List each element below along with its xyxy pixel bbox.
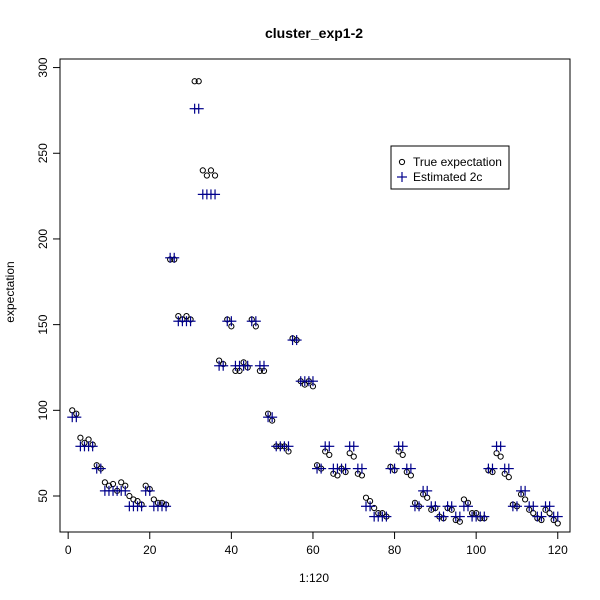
estimated-2c-point: [463, 501, 473, 512]
estimated-2c-point: [365, 501, 376, 512]
true-expectation-point: [203, 172, 210, 179]
estimated-2c-point: [316, 463, 327, 474]
true-expectation-point: [371, 504, 378, 512]
y-axis: 50 100 150 200 250 300: [36, 57, 61, 503]
estimated-2c-point: [169, 252, 180, 263]
estimated-2c-point: [356, 463, 367, 474]
estimated-2c-point: [242, 360, 253, 371]
y-tick-label: 200: [36, 229, 50, 249]
true-expectation-point: [399, 451, 406, 458]
estimated-2c-point: [479, 511, 490, 522]
y-tick-label: 250: [36, 143, 50, 163]
series-estimated-2c: [67, 103, 563, 522]
x-axis: 0 20 40 60 80 100 120: [65, 531, 568, 557]
estimated-2c-point: [210, 189, 221, 200]
estimated-2c-point: [283, 441, 294, 452]
true-expectation-point: [211, 172, 219, 179]
true-expectation-point: [554, 520, 561, 527]
y-tick-label: 100: [36, 400, 50, 420]
true-expectation-point: [530, 510, 537, 517]
true-expectation-point: [497, 453, 504, 460]
estimated-2c-point: [120, 485, 131, 496]
y-axis-label: expectation: [3, 261, 17, 322]
estimated-2c-point: [226, 316, 237, 327]
true-expectation-point: [191, 78, 198, 85]
estimated-2c-point: [218, 360, 229, 371]
true-expectation-point: [101, 479, 108, 486]
estimated-2c-point: [250, 316, 261, 327]
estimated-2c-point: [430, 501, 441, 512]
estimated-2c-point: [185, 316, 196, 327]
estimated-2c-point: [397, 441, 408, 452]
true-expectation-point: [85, 436, 92, 443]
true-expectation-point: [199, 167, 206, 174]
true-expectation-point: [350, 453, 357, 460]
estimated-2c-point: [348, 441, 359, 452]
estimated-2c-point: [144, 485, 155, 496]
series-layer: [67, 78, 563, 527]
estimated-2c-point: [422, 485, 433, 496]
estimated-2c-point: [381, 511, 392, 522]
chart-title: cluster_exp1-2: [265, 25, 363, 41]
estimated-2c-point: [324, 441, 335, 452]
estimated-2c-point: [136, 501, 147, 512]
y-tick-label: 50: [36, 489, 50, 503]
x-tick-label: 60: [306, 543, 320, 557]
estimated-2c-point: [307, 376, 318, 387]
estimated-2c-point: [552, 511, 563, 522]
estimated-2c-point: [291, 335, 302, 346]
estimated-2c-point: [405, 463, 416, 474]
estimated-2c-point: [71, 412, 82, 423]
estimated-2c-point: [520, 485, 531, 496]
estimated-2c-point: [193, 103, 204, 114]
true-expectation-point: [546, 510, 553, 517]
true-expectation-point: [505, 474, 512, 481]
x-tick-label: 80: [388, 543, 402, 557]
estimated-2c-point: [414, 501, 425, 512]
legend-plus-marker: [397, 172, 407, 182]
estimated-2c-point: [536, 511, 547, 522]
estimated-2c-point: [95, 463, 106, 474]
true-expectation-point: [118, 479, 125, 486]
true-expectation-point: [126, 492, 133, 500]
estimated-2c-point: [161, 501, 172, 512]
true-expectation-point: [424, 494, 431, 501]
estimated-2c-point: [267, 412, 278, 423]
x-axis-label: 1:120: [299, 571, 329, 585]
legend-box: [390, 145, 510, 190]
estimated-2c-point: [495, 441, 506, 452]
estimated-2c-point: [454, 511, 465, 522]
x-tick-label: 0: [65, 543, 72, 557]
estimated-2c-point: [446, 501, 457, 512]
estimated-2c-point: [340, 463, 351, 474]
x-tick-label: 100: [466, 543, 486, 557]
estimated-2c-point: [259, 360, 269, 371]
legend-label: Estimated 2c: [413, 170, 482, 184]
y-tick-label: 300: [36, 57, 50, 77]
true-expectation-point: [407, 472, 414, 479]
true-expectation-point: [362, 494, 370, 501]
estimated-2c-point: [87, 441, 98, 452]
true-expectation-point: [207, 167, 215, 174]
estimated-2c-point: [528, 501, 539, 512]
x-tick-label: 20: [143, 543, 157, 557]
legend-label: True expectation: [413, 155, 502, 169]
plot-frame: [59, 58, 571, 533]
estimated-2c-point: [438, 511, 449, 522]
legend-circle-marker: [398, 158, 406, 166]
true-expectation-point: [326, 451, 333, 458]
true-expectation-point: [522, 496, 529, 503]
true-expectation-point: [195, 78, 202, 85]
x-tick-label: 40: [225, 543, 239, 557]
estimated-2c-point: [503, 463, 514, 474]
x-tick-label: 120: [548, 543, 568, 557]
estimated-2c-point: [511, 501, 522, 512]
estimated-2c-point: [487, 463, 498, 474]
y-tick-label: 150: [36, 314, 50, 334]
true-expectation-point: [77, 434, 84, 441]
estimated-2c-point: [389, 463, 400, 474]
estimated-2c-point: [544, 501, 555, 512]
